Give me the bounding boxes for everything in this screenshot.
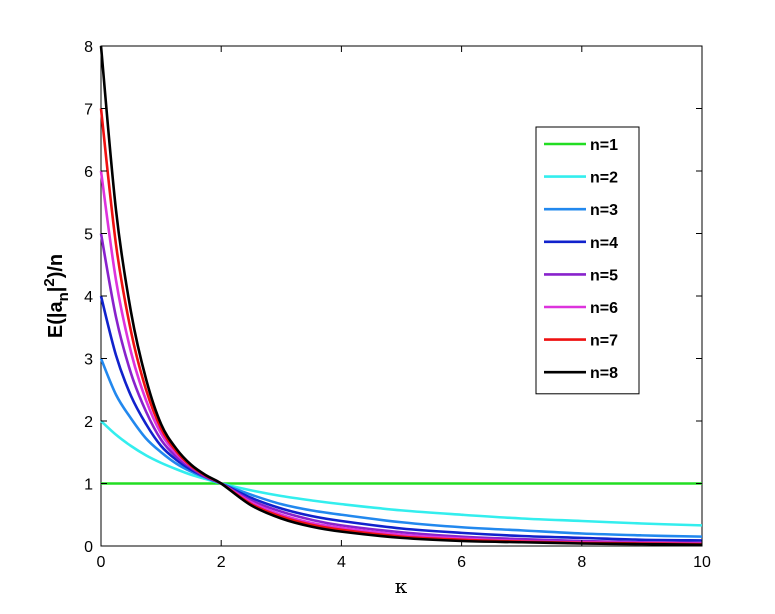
y-tick-label: 2 [84, 414, 93, 431]
legend-entry-label: n=4 [590, 235, 618, 252]
x-tick-label: 0 [97, 554, 106, 571]
x-tick-label: 8 [577, 554, 586, 571]
legend-entry-label: n=8 [590, 365, 618, 382]
ticks-layer: 0 2 4 6 8 10 0 1 2 3 4 5 6 7 8 [84, 39, 711, 571]
y-tick-label: 7 [84, 102, 93, 119]
series-line-n4 [99, 295, 703, 542]
y-tick-label: 4 [84, 289, 93, 306]
y-label-post: )/n [45, 254, 67, 278]
y-tick-label: 5 [84, 227, 93, 244]
series-layer [99, 45, 703, 547]
series-line-n5 [99, 233, 703, 545]
legend: n=1 n=2 n=3 n=4 n=5 n=6 n=7 n=8 [535, 126, 640, 395]
y-tick-label: 8 [84, 39, 93, 56]
x-axis-label: κ [395, 574, 408, 598]
y-label-sup: 2 [41, 278, 58, 286]
series-line-n3 [99, 358, 703, 538]
y-axis-label: E(|an|2)/n [41, 254, 72, 338]
legend-entry-label: n=6 [590, 300, 618, 317]
y-label-pre: E(|a [45, 301, 67, 339]
x-tick-label: 10 [693, 554, 711, 571]
legend-entry-label: n=5 [590, 267, 618, 284]
legend-entry-label: n=1 [590, 137, 618, 154]
legend-box [535, 126, 640, 395]
x-tick-label: 4 [337, 554, 346, 571]
series-line-n2 [100, 420, 703, 527]
x-tick-label: 2 [217, 554, 226, 571]
y-label-mid: | [45, 287, 67, 293]
y-tick-label: 1 [84, 477, 93, 494]
y-tick-label: 0 [84, 539, 93, 556]
series-line-n8 [99, 45, 703, 547]
legend-entry-label: n=7 [590, 333, 618, 350]
y-tick-label: 3 [84, 352, 93, 369]
y-label-sub: n [55, 292, 72, 301]
x-tick-label: 6 [457, 554, 466, 571]
y-tick-label: 6 [84, 164, 93, 181]
legend-entry-label: n=3 [590, 202, 618, 219]
legend-entry-label: n=2 [590, 170, 618, 187]
